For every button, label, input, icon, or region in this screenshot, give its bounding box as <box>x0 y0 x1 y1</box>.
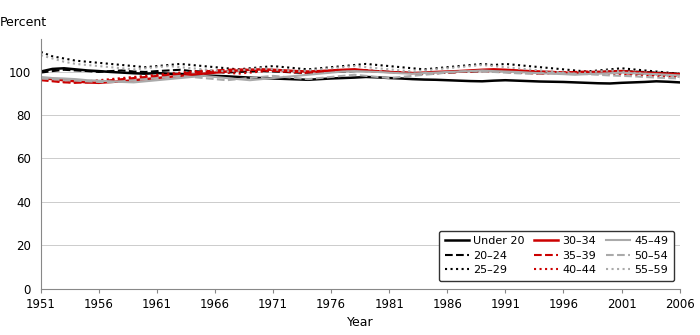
Legend: Under 20, 20–24, 25–29, 30–34, 35–39, 40–44, 45–49, 50–54, 55–59: Under 20, 20–24, 25–29, 30–34, 35–39, 40… <box>439 231 674 281</box>
X-axis label: Year: Year <box>347 317 374 329</box>
Text: Percent: Percent <box>0 16 46 29</box>
